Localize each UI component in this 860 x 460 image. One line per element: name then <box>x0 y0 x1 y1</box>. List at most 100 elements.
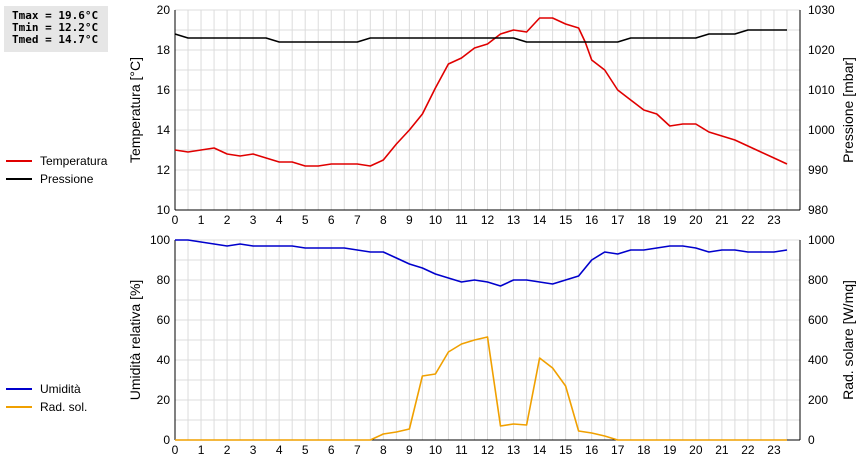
x-tick-label: 1 <box>198 213 205 227</box>
x-tick-label: 8 <box>380 443 387 457</box>
x-tick-label: 10 <box>429 443 443 457</box>
y2-tick-label: 980 <box>808 203 828 217</box>
x-tick-label: 19 <box>663 443 677 457</box>
y-tick-label: 100 <box>150 233 170 247</box>
legend-swatch-radsol <box>6 406 32 408</box>
legend-bottom: Umidità Rad. sol. <box>6 380 87 416</box>
x-tick-label: 11 <box>455 213 468 227</box>
series-line-umidit <box>175 239 788 287</box>
x-tick-label: 23 <box>767 443 781 457</box>
legend-label: Pressione <box>40 172 94 186</box>
x-tick-label: 13 <box>507 213 521 227</box>
x-tick-label: 22 <box>741 213 755 227</box>
x-tick-label: 9 <box>406 213 413 227</box>
series-line-temperatura <box>174 17 788 167</box>
legend-label: Temperatura <box>40 154 108 168</box>
y-tick-label: 20 <box>157 393 171 407</box>
tmax-text: Tmax = 19.6°C <box>12 9 99 22</box>
series-line-rad-sol <box>175 336 787 441</box>
x-tick-label: 2 <box>224 443 231 457</box>
y2-tick-label: 1010 <box>808 83 835 97</box>
legend-item-umidita: Umidità <box>6 380 87 398</box>
y2-tick-label: 600 <box>808 313 828 327</box>
x-tick-label: 3 <box>250 443 257 457</box>
x-tick-label: 8 <box>380 213 387 227</box>
x-tick-label: 5 <box>302 443 309 457</box>
x-tick-label: 23 <box>767 213 781 227</box>
x-tick-label: 6 <box>328 443 335 457</box>
chart-panel-2: 0 1 2 3 4 5 6 7 8 9 10 11 12 13 14 15 16 17 18 19 20 21 22 2302… <box>127 233 856 457</box>
y-tick-label: 20 <box>157 3 171 17</box>
y2-tick-label: 200 <box>808 393 828 407</box>
x-tick-label: 21 <box>715 443 729 457</box>
y-tick-label: 18 <box>157 43 171 57</box>
y2-tick-label: 1030 <box>808 3 835 17</box>
legend-swatch-umidita <box>6 388 32 390</box>
y2-tick-label: 1020 <box>808 43 835 57</box>
x-tick-label: 0 <box>172 213 179 227</box>
x-tick-label: 3 <box>250 213 257 227</box>
y-axis-title: Umidità relativa [%] <box>127 280 143 401</box>
x-tick-label: 15 <box>559 443 573 457</box>
y-tick-label: 12 <box>157 163 171 177</box>
x-tick-label: 9 <box>406 443 413 457</box>
x-tick-label: 1 <box>198 443 205 457</box>
y2-tick-label: 0 <box>808 433 815 447</box>
x-tick-label: 21 <box>715 213 729 227</box>
y-tick-label: 10 <box>157 203 171 217</box>
legend-top: Temperatura Pressione <box>6 152 107 188</box>
x-tick-label: 20 <box>689 443 703 457</box>
legend-item-temperatura: Temperatura <box>6 152 107 170</box>
x-tick-label: 5 <box>302 213 309 227</box>
tmin-text: Tmin = 12.2°C <box>12 21 99 34</box>
x-tick-label: 20 <box>689 213 703 227</box>
x-tick-label: 10 <box>429 213 443 227</box>
y-tick-label: 60 <box>157 313 171 327</box>
x-tick-label: 0 <box>172 443 179 457</box>
x-tick-label: 12 <box>481 213 495 227</box>
series-line-pressione <box>174 29 787 43</box>
legend-swatch-pressione <box>6 178 32 180</box>
y2-tick-label: 400 <box>808 353 828 367</box>
x-tick-label: 22 <box>741 443 755 457</box>
x-tick-label: 4 <box>276 443 283 457</box>
y-tick-label: 0 <box>163 433 170 447</box>
x-tick-label: 11 <box>455 443 468 457</box>
y2-axis-title: Pressione [mbar] <box>840 57 856 163</box>
y-tick-label: 16 <box>157 83 171 97</box>
y-tick-label: 14 <box>157 123 171 137</box>
x-tick-label: 15 <box>559 213 573 227</box>
y2-tick-label: 1000 <box>808 233 835 247</box>
y-tick-label: 40 <box>157 353 171 367</box>
legend-label: Rad. sol. <box>40 400 88 414</box>
x-tick-label: 13 <box>507 443 521 457</box>
y2-tick-label: 1000 <box>808 123 835 137</box>
x-tick-label: 16 <box>585 213 599 227</box>
x-tick-label: 4 <box>276 213 283 227</box>
x-tick-label: 18 <box>637 213 651 227</box>
x-tick-label: 19 <box>663 213 677 227</box>
x-tick-label: 14 <box>533 213 547 227</box>
x-tick-label: 2 <box>224 213 231 227</box>
y-tick-label: 80 <box>157 273 171 287</box>
x-tick-label: 12 <box>481 443 495 457</box>
x-tick-label: 17 <box>611 443 625 457</box>
stats-box: Tmax = 19.6°C Tmin = 12.2°C Tmed = 14.7°… <box>4 6 108 52</box>
y-axis-title: Temperatura [°C] <box>127 57 143 163</box>
x-tick-label: 6 <box>328 213 335 227</box>
legend-swatch-temperatura <box>6 160 32 162</box>
x-tick-label: 14 <box>533 443 547 457</box>
legend-label: Umidità <box>40 382 81 396</box>
legend-item-radsol: Rad. sol. <box>6 398 87 416</box>
legend-item-pressione: Pressione <box>6 170 107 188</box>
y2-axis-title: Rad. solare [W/mq] <box>840 280 856 400</box>
x-tick-label: 7 <box>354 443 361 457</box>
chart-panel-1: 0 1 2 3 4 5 6 7 8 9 10 11 12 13 14 15 16 17 18 19 20 21 22 2310… <box>127 3 856 227</box>
x-tick-label: 18 <box>637 443 651 457</box>
y2-tick-label: 800 <box>808 273 828 287</box>
x-tick-label: 16 <box>585 443 599 457</box>
x-tick-label: 7 <box>354 213 361 227</box>
tmed-text: Tmed = 14.7°C <box>12 33 99 46</box>
y2-tick-label: 990 <box>808 163 828 177</box>
